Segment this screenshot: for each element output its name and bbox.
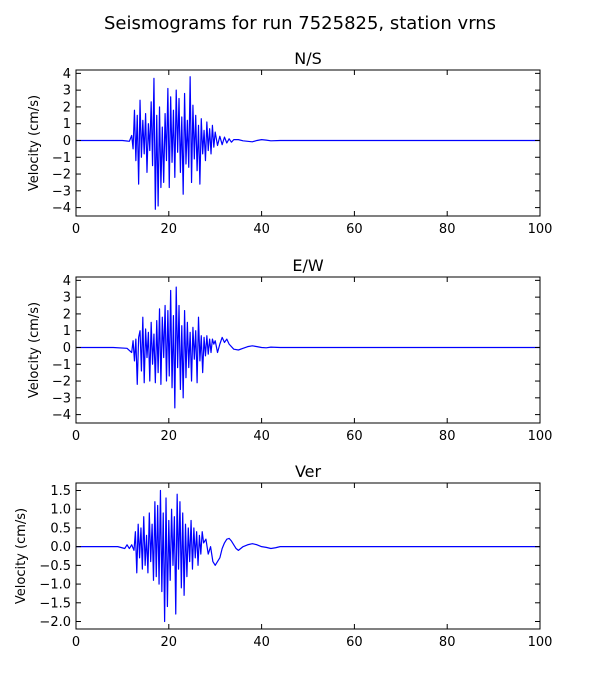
x-tick-label: 40 xyxy=(253,222,270,237)
trace-ew xyxy=(76,286,540,409)
panel-vertical: Ver Velocity (cm/s) 0 20 40 60 80 100 −2.0 −1.5 −1… xyxy=(14,462,552,650)
panel-north-south: N/S Velocity (cm/s) 0 20 40 60 80 100 −4 −3−2 −1 0 1… xyxy=(27,49,552,237)
y-tick-label: 2 xyxy=(63,307,71,322)
y-axis-label-ew: Velocity (cm/s) xyxy=(27,302,42,398)
plot-frame-ver xyxy=(75,482,541,630)
x-tick-label: 0 xyxy=(72,222,80,237)
y-tick-label: −1.0 xyxy=(39,578,71,593)
x-tick-label: 40 xyxy=(253,429,270,444)
y-axis-label-ver: Velocity (cm/s) xyxy=(14,508,29,604)
x-tick-label: 80 xyxy=(439,429,456,444)
x-tick-label: 40 xyxy=(253,635,270,650)
y-tick-label: 4 xyxy=(63,274,71,289)
y-tick-label: −2 xyxy=(52,375,71,390)
y-tick-label: −1 xyxy=(52,358,71,373)
y-tick-label: −2 xyxy=(52,168,71,183)
x-tick-label: 20 xyxy=(161,635,178,650)
y-tick-label: 0.0 xyxy=(50,540,71,555)
panel-title-ew: E/W xyxy=(292,256,324,275)
plot-frame-ns xyxy=(75,69,541,217)
x-tick-label: 60 xyxy=(346,429,363,444)
plot-frame-ew xyxy=(75,276,541,424)
y-tick-label: 3 xyxy=(63,84,71,99)
panel-title-ns: N/S xyxy=(294,49,322,68)
y-tick-label: 1 xyxy=(63,117,71,132)
y-tick-label: 1.5 xyxy=(50,484,71,499)
y-axis-label-ns: Velocity (cm/s) xyxy=(27,95,42,191)
y-tick-label: 0 xyxy=(63,134,71,149)
x-tick-label: 80 xyxy=(439,635,456,650)
y-tick-label: −4 xyxy=(52,201,71,216)
y-tick-label: −1.5 xyxy=(39,596,71,611)
y-tick-label: −3 xyxy=(52,184,71,199)
x-tick-label: 60 xyxy=(346,222,363,237)
y-tick-label: 0.5 xyxy=(50,521,71,536)
panel-title-ver: Ver xyxy=(295,462,322,481)
y-tick-label: −2.0 xyxy=(39,615,71,630)
trace-ver xyxy=(76,489,540,623)
y-tick-label: 3 xyxy=(63,291,71,306)
y-tick-label: −4 xyxy=(52,408,71,423)
x-tick-label: 100 xyxy=(528,222,553,237)
y-tick-label: −0.5 xyxy=(39,559,71,574)
figure-title: Seismograms for run 7525825, station vrn… xyxy=(104,13,496,34)
x-tick-label: 20 xyxy=(161,222,178,237)
x-tick-label: 0 xyxy=(72,635,80,650)
y-tick-label: 1.0 xyxy=(50,503,71,518)
y-tick-label: 0 xyxy=(63,341,71,356)
panel-east-west: E/W Velocity (cm/s) 0 20 40 60 80 100 −4 −3−2 −1 0 1… xyxy=(27,256,552,444)
y-tick-label: −3 xyxy=(52,391,71,406)
x-tick-label: 80 xyxy=(439,222,456,237)
y-tick-label: −1 xyxy=(52,151,71,166)
y-tick-label: 2 xyxy=(63,100,71,115)
x-tick-label: 20 xyxy=(161,429,178,444)
x-tick-label: 100 xyxy=(528,429,553,444)
trace-ns xyxy=(76,76,540,210)
x-tick-label: 100 xyxy=(528,635,553,650)
x-tick-label: 0 xyxy=(72,429,80,444)
y-tick-label: 4 xyxy=(63,67,71,82)
x-tick-label: 60 xyxy=(346,635,363,650)
y-tick-label: 1 xyxy=(63,324,71,339)
